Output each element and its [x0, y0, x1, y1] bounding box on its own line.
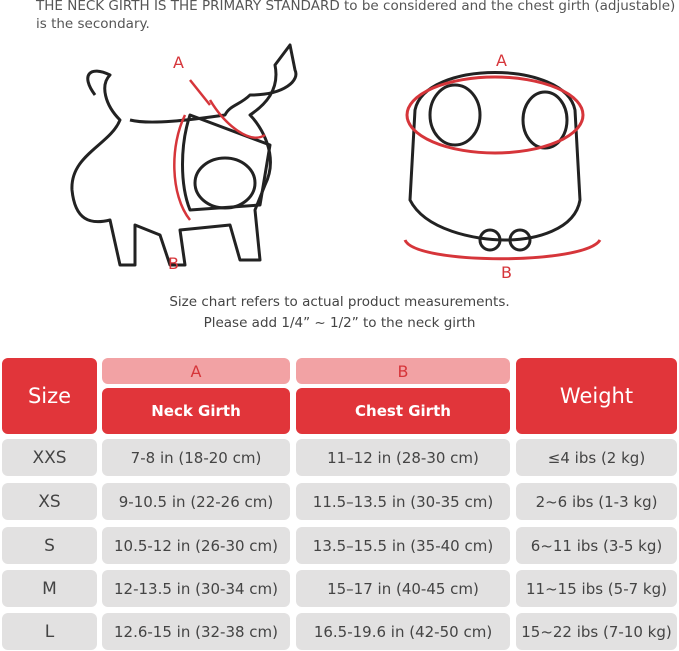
cell-weight: 15~22 ibs (7-10 kg): [516, 613, 677, 650]
cell-neck: 9-10.5 in (22-26 cm): [102, 483, 290, 520]
header-b: B: [296, 358, 510, 384]
cell-weight: 11~15 ibs (5-7 kg): [516, 570, 677, 607]
cell-weight: 6~11 ibs (3-5 kg): [516, 527, 677, 564]
cell-neck: 12.6-15 in (32-38 cm): [102, 613, 290, 650]
harness-illustration: A B: [403, 51, 602, 280]
header-weight: Weight: [516, 358, 677, 434]
cell-neck: 10.5-12 in (26-30 cm): [102, 527, 290, 564]
header-chest-girth: Chest Girth: [296, 388, 510, 434]
harness-label-b: B: [501, 263, 512, 280]
header-a: A: [102, 358, 290, 384]
header-size: Size: [2, 358, 97, 434]
cell-neck: 7-8 in (18-20 cm): [102, 439, 290, 476]
caption-line-1: Size chart refers to actual product meas…: [169, 294, 510, 310]
header-neck-girth: Neck Girth: [102, 388, 290, 434]
cell-chest: 15–17 in (40-45 cm): [296, 570, 510, 607]
cell-chest: 11.5–13.5 in (30-35 cm): [296, 483, 510, 520]
dog-label-b: B: [168, 254, 179, 273]
cell-size: XS: [2, 483, 97, 520]
cell-neck: 12-13.5 in (30-34 cm): [102, 570, 290, 607]
cell-weight: 2~6 ibs (1-3 kg): [516, 483, 677, 520]
dog-label-a: A: [173, 53, 184, 72]
cell-size: XXS: [2, 439, 97, 476]
dog-illustration: A B: [70, 43, 298, 273]
cell-size: S: [2, 527, 97, 564]
caption-line-2: Please add 1/4” ~ 1/2” to the neck girth: [203, 315, 476, 331]
cell-weight: ≤4 ibs (2 kg): [516, 439, 677, 476]
cell-chest: 16.5-19.6 in (42-50 cm): [296, 613, 510, 650]
cell-size: M: [2, 570, 97, 607]
harness-label-a: A: [496, 51, 507, 70]
intro-text: THE NECK GIRTH IS THE PRIMARY STANDARD t…: [36, 0, 676, 32]
cell-size: L: [2, 613, 97, 650]
cell-chest: 13.5–15.5 in (35-40 cm): [296, 527, 510, 564]
cell-chest: 11–12 in (28-30 cm): [296, 439, 510, 476]
